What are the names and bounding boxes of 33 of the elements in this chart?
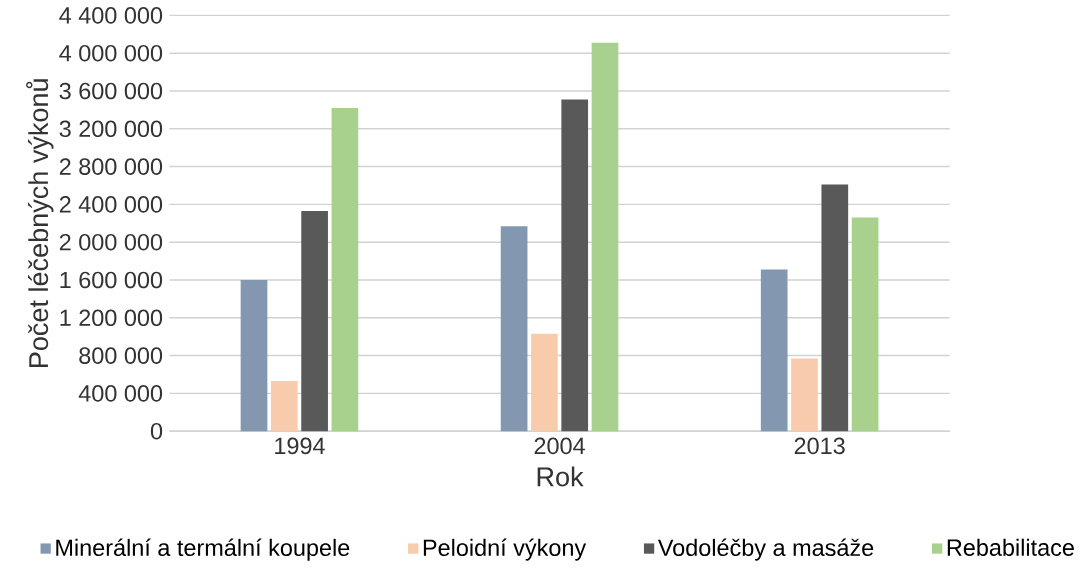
y-tick-label: 4 000 000 [59,44,163,62]
x-tick-label: 2004 [534,437,585,455]
legend-label: Peloidní výkony [423,538,587,561]
y-tick-label: 400 000 [78,385,163,402]
legend-label: Rebabilitace [947,538,1074,556]
bar [531,333,558,432]
x-tick-label: 2013 [794,437,845,455]
bar [240,279,268,432]
bar [561,99,589,432]
bar [270,381,298,432]
y-tick-label: 3 200 000 [59,120,163,138]
y-tick-label: 2 800 000 [59,158,163,175]
y-tick-label: 4 400 000 [59,7,163,24]
bar [591,42,619,432]
legend-label: Vodoléčby a masáže [657,538,874,561]
y-tick-label: 1 600 000 [60,271,163,289]
y-tick-label: 800 000 [79,347,163,364]
bar [500,226,528,432]
bar [331,107,359,432]
bar [760,269,788,432]
bar [791,358,818,432]
x-tick-label: 1994 [275,437,325,455]
y-axis-title: Počet léčebných výkonů [26,79,54,367]
y-tick-label: 1 200 000 [60,309,163,327]
bar [821,184,849,432]
y-tick-label: 2 000 000 [59,233,163,251]
x-axis-title: Rok [537,466,584,487]
bar [851,217,879,432]
y-tick-label: 3 600 000 [59,82,163,100]
bar [301,210,328,432]
y-tick-label: 0 [150,422,163,440]
legend-label: Minerální a termální koupele [56,538,350,561]
y-tick-label: 2 400 000 [59,196,163,213]
